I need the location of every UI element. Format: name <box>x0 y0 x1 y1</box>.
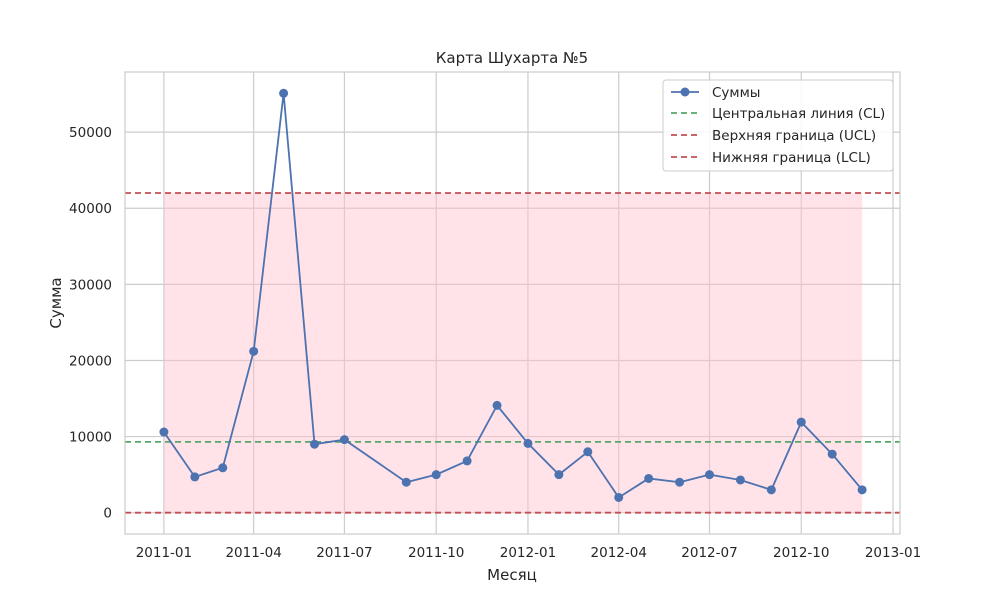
data-point <box>554 470 564 480</box>
data-point <box>401 477 411 487</box>
data-point <box>218 463 228 473</box>
data-point <box>704 470 714 480</box>
data-point <box>431 470 441 480</box>
y-tick-label: 10000 <box>69 430 112 446</box>
data-point <box>827 449 837 459</box>
y-tick-label: 40000 <box>69 201 112 217</box>
legend-entry-sums: Суммы <box>671 85 760 101</box>
data-point <box>249 346 259 356</box>
x-tick-label: 2013-01 <box>865 545 921 561</box>
data-point <box>644 473 654 483</box>
x-tick-label: 2011-01 <box>136 545 192 561</box>
legend: Суммы Центральная линия (CL) Верхняя гра… <box>662 79 894 172</box>
legend-box <box>662 79 894 172</box>
x-tick-label: 2012-04 <box>591 545 647 561</box>
legend-marker-sums <box>680 87 690 97</box>
data-point <box>190 472 200 482</box>
y-axis-label: Сумма <box>47 277 65 328</box>
x-tick-label: 2012-10 <box>773 545 829 561</box>
legend-entry-cl: Центральная линия (CL) <box>671 106 885 122</box>
data-point <box>583 447 593 457</box>
x-axis-label: Месяц <box>487 566 537 584</box>
x-axis-ticks: 2011-01 2011-04 2011-07 2011-10 2012-01 2012-… <box>136 545 922 561</box>
legend-label-lcl: Нижняя граница (LCL) <box>712 150 871 166</box>
data-point <box>310 439 320 449</box>
data-point <box>159 427 169 437</box>
y-tick-label: 0 <box>103 506 112 522</box>
data-point <box>857 485 867 495</box>
y-tick-label: 50000 <box>69 125 112 141</box>
data-point <box>462 456 472 466</box>
data-point <box>339 435 349 445</box>
data-point <box>492 400 502 410</box>
control-band-layer <box>163 193 863 513</box>
data-point <box>614 492 624 502</box>
data-point <box>279 88 289 98</box>
y-axis-ticks: 0 10000 20000 30000 40000 50000 <box>69 125 112 522</box>
x-tick-label: 2011-04 <box>225 545 281 561</box>
legend-entry-ucl: Верхняя граница (UCL) <box>671 128 876 144</box>
legend-label-cl: Центральная линия (CL) <box>712 106 885 122</box>
legend-label-ucl: Верхняя граница (UCL) <box>712 128 876 144</box>
y-tick-label: 20000 <box>69 353 112 369</box>
reference-lines <box>125 192 900 514</box>
x-tick-label: 2011-10 <box>408 545 464 561</box>
x-tick-label: 2012-07 <box>681 545 737 561</box>
plot-frame <box>124 71 901 535</box>
data-point <box>766 485 776 495</box>
control-band <box>163 193 863 513</box>
series-layer <box>159 88 867 502</box>
legend-entry-lcl: Нижняя граница (LCL) <box>671 150 871 166</box>
legend-label-sums: Суммы <box>712 85 760 101</box>
y-tick-label: 30000 <box>69 277 112 293</box>
x-tick-label: 2012-01 <box>500 545 556 561</box>
data-point <box>675 477 685 487</box>
chart-title: Карта Шухарта №5 <box>436 49 588 67</box>
data-point <box>735 475 745 485</box>
x-tick-label: 2011-07 <box>316 545 372 561</box>
data-point <box>523 438 533 448</box>
data-point <box>796 417 806 427</box>
